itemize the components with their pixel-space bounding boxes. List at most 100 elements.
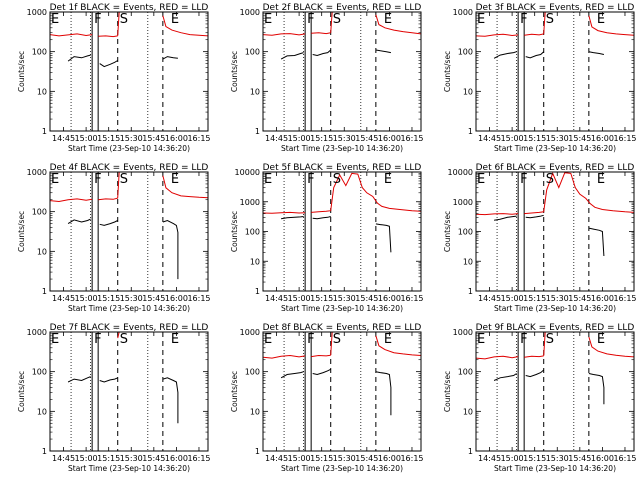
plot-frame — [262, 331, 422, 452]
panel-title: Det 4f BLACK = Events, RED = LLD — [50, 163, 209, 173]
y-axis-label: Counts/sec — [230, 371, 239, 412]
y-axis-label: Counts/sec — [17, 371, 26, 412]
series-events-segment-2 — [525, 51, 545, 59]
y-tick-label: 10 — [463, 257, 473, 266]
x-axis-label: Start Time (23-Sep-10 14:36:20) — [68, 144, 190, 153]
phase-marker-e: E — [264, 172, 272, 187]
y-tick-label: 100 — [458, 368, 473, 377]
series-events-segment-3 — [588, 227, 605, 257]
y-tick-label: 1 — [42, 127, 47, 136]
x-tick-label: 15:45 — [355, 294, 378, 303]
panel-data-area — [476, 332, 634, 451]
series-lld-segment-2 — [311, 32, 331, 35]
x-tick-label: 15:30 — [546, 134, 569, 143]
x-tick-label: 15:15 — [97, 134, 120, 143]
x-tick-label: 16:00 — [165, 294, 188, 303]
x-tick-label: 16:00 — [378, 134, 401, 143]
phase-marker-e: E — [171, 172, 179, 187]
series-lld-segment-4 — [162, 15, 208, 37]
y-tick-label: 10000 — [448, 168, 473, 177]
y-tick-label: 10 — [250, 407, 260, 416]
series-events-segment-2 — [312, 49, 332, 57]
x-tick-label: 16:15 — [613, 294, 636, 303]
x-tick-label: 16:00 — [165, 134, 188, 143]
x-tick-label: 15:00 — [288, 294, 311, 303]
x-tick-label: 15:45 — [142, 454, 165, 463]
x-tick-label: 15:15 — [310, 454, 333, 463]
phase-marker-s: S — [546, 12, 554, 27]
phase-marker-s: S — [120, 332, 128, 347]
y-tick-label: 100 — [458, 48, 473, 57]
series-lld-segment-2 — [98, 197, 118, 201]
x-tick-label: 16:00 — [591, 294, 614, 303]
y-tick-label: 10 — [37, 87, 47, 96]
y-axis-label: Counts/sec — [443, 371, 452, 412]
phase-marker-e: E — [477, 172, 485, 187]
plot-frame — [49, 11, 209, 132]
phase-marker-e: E — [264, 332, 272, 347]
y-tick-label: 1000 — [240, 198, 260, 207]
x-tick-label: 14:45 — [52, 134, 75, 143]
y-tick-label: 100 — [245, 48, 260, 57]
series-events-segment-2 — [525, 214, 544, 219]
y-tick-label: 10 — [37, 407, 47, 416]
series-lld-segment-3 — [117, 172, 120, 199]
series-lld-segment-4 — [375, 335, 421, 356]
x-tick-label: 15:15 — [97, 294, 120, 303]
x-tick-label: 14:45 — [478, 294, 501, 303]
y-tick-label: 1 — [255, 447, 260, 456]
x-axis-label: Start Time (23-Sep-10 14:36:20) — [281, 464, 403, 473]
y-tick-label: 1 — [42, 447, 47, 456]
phase-marker-e: E — [264, 12, 272, 27]
y-tick-label: 1 — [468, 127, 473, 136]
y-tick-label: 100 — [32, 368, 47, 377]
panel-data-area — [67, 332, 179, 451]
y-axis-label: Counts/sec — [17, 211, 26, 252]
y-tick-label: 1000 — [453, 328, 473, 337]
series-lld-segment-1 — [263, 211, 306, 214]
panel-title: Det 3f BLACK = Events, RED = LLD — [476, 3, 635, 13]
y-tick-label: 10 — [463, 407, 473, 416]
y-tick-label: 1 — [42, 287, 47, 296]
x-tick-label: 15:00 — [75, 454, 98, 463]
phase-marker-e: E — [51, 172, 59, 187]
x-tick-label: 16:00 — [591, 134, 614, 143]
series-events-segment-1 — [67, 218, 91, 225]
series-lld-segment-2 — [98, 35, 118, 38]
series-lld-segment-2 — [524, 172, 634, 215]
x-tick-label: 15:30 — [333, 134, 356, 143]
x-tick-label: 15:30 — [120, 294, 143, 303]
y-tick-label: 10 — [250, 257, 260, 266]
x-axis-label: Start Time (23-Sep-10 14:36:20) — [494, 464, 616, 473]
y-axis-label: Counts/sec — [230, 211, 239, 252]
series-lld-segment-4 — [162, 175, 208, 199]
phase-marker-s: S — [333, 172, 341, 187]
phase-marker-e: E — [384, 12, 392, 27]
phase-marker-f: F — [307, 332, 314, 347]
y-tick-label: 1 — [468, 447, 473, 456]
x-axis-label: Start Time (23-Sep-10 14:36:20) — [68, 304, 190, 313]
x-tick-label: 15:30 — [333, 294, 356, 303]
series-events-segment-1 — [493, 51, 517, 59]
x-tick-label: 14:45 — [265, 294, 288, 303]
y-tick-label: 1000 — [240, 328, 260, 337]
series-events-segment-3 — [588, 51, 605, 55]
panel-data-area — [476, 12, 634, 131]
phase-marker-e: E — [171, 12, 179, 27]
series-lld-segment-2 — [311, 354, 331, 358]
x-axis-label: Start Time (23-Sep-10 14:36:20) — [281, 144, 403, 153]
phase-marker-e: E — [171, 332, 179, 347]
panel-title: Det 1f BLACK = Events, RED = LLD — [50, 3, 209, 13]
y-tick-label: 1 — [255, 127, 260, 136]
x-tick-label: 15:45 — [142, 134, 165, 143]
x-tick-label: 14:45 — [265, 134, 288, 143]
y-tick-label: 1000 — [453, 8, 473, 17]
x-tick-label: 15:30 — [546, 294, 569, 303]
panel-data-area — [263, 172, 421, 291]
x-tick-label: 15:15 — [523, 294, 546, 303]
